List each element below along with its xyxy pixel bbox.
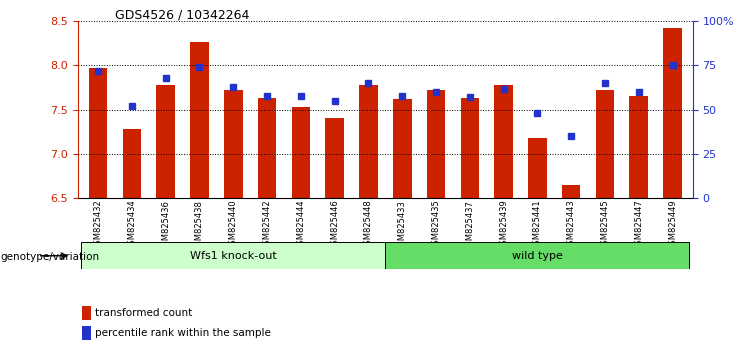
Bar bbox=[122, 129, 142, 198]
Bar bbox=[89, 68, 107, 198]
Bar bbox=[291, 107, 310, 198]
Bar bbox=[663, 28, 682, 198]
Bar bbox=[156, 85, 175, 198]
Text: percentile rank within the sample: percentile rank within the sample bbox=[95, 328, 270, 338]
Bar bbox=[190, 42, 209, 198]
Bar bbox=[82, 242, 385, 269]
Text: Wfs1 knock-out: Wfs1 knock-out bbox=[190, 251, 276, 261]
Bar bbox=[427, 90, 445, 198]
Bar bbox=[325, 118, 344, 198]
Bar bbox=[596, 90, 614, 198]
Text: wild type: wild type bbox=[512, 251, 563, 261]
Bar bbox=[528, 138, 547, 198]
Bar bbox=[460, 98, 479, 198]
Text: transformed count: transformed count bbox=[95, 308, 192, 318]
Bar bbox=[562, 185, 580, 198]
Bar bbox=[359, 85, 378, 198]
Bar bbox=[494, 85, 513, 198]
Text: GDS4526 / 10342264: GDS4526 / 10342264 bbox=[115, 9, 249, 22]
Bar bbox=[385, 242, 689, 269]
Bar bbox=[629, 96, 648, 198]
Bar bbox=[258, 98, 276, 198]
Text: genotype/variation: genotype/variation bbox=[1, 252, 100, 262]
Bar bbox=[224, 90, 242, 198]
Bar bbox=[393, 99, 411, 198]
